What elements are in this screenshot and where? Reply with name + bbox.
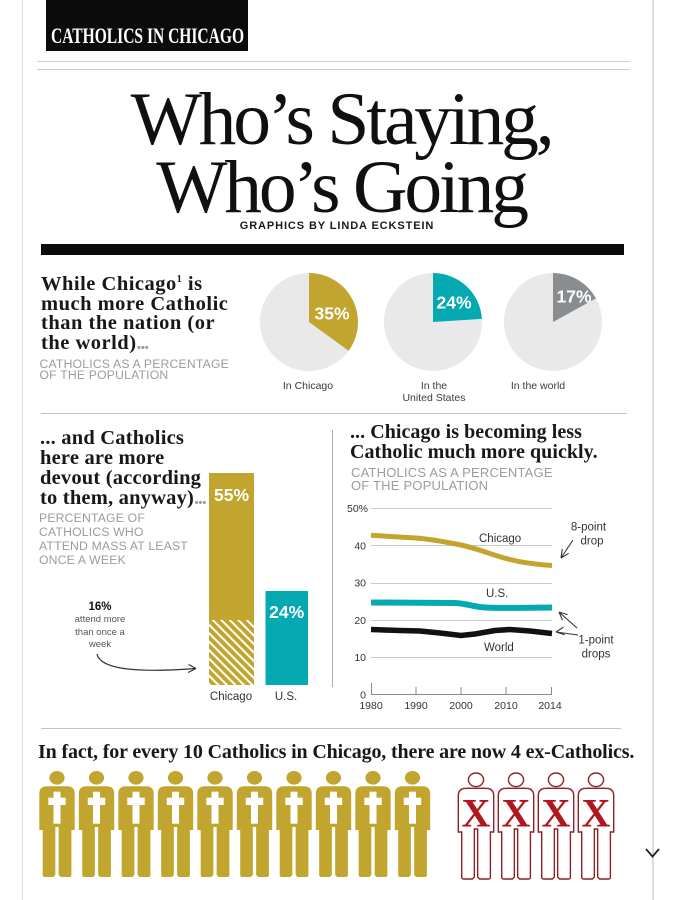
svg-text:17%: 17%	[556, 286, 591, 306]
svg-text:24%: 24%	[269, 602, 304, 622]
svg-text:24%: 24%	[436, 292, 471, 312]
svg-text:drop: drop	[580, 536, 603, 548]
svg-text:1-point: 1-point	[578, 635, 614, 647]
svg-text:1990: 1990	[404, 700, 428, 712]
svg-text:20: 20	[354, 615, 366, 627]
svg-text:40: 40	[354, 540, 366, 552]
svg-text:50%: 50%	[347, 503, 368, 515]
svg-text:Chicago: Chicago	[479, 533, 521, 545]
svg-text:X: X	[502, 791, 531, 836]
svg-text:8-point: 8-point	[571, 522, 607, 534]
svg-text:U.S.: U.S.	[486, 588, 508, 600]
svg-text:2000: 2000	[449, 700, 473, 712]
svg-text:0: 0	[360, 690, 366, 702]
svg-text:30: 30	[354, 578, 366, 590]
svg-text:55%: 55%	[214, 485, 249, 505]
svg-text:2010: 2010	[494, 700, 518, 712]
svg-text:X: X	[542, 791, 571, 836]
svg-text:drops: drops	[582, 649, 611, 661]
svg-text:World: World	[484, 642, 514, 654]
svg-text:X: X	[462, 791, 491, 836]
svg-text:10: 10	[354, 652, 366, 664]
svg-text:1980: 1980	[359, 700, 383, 712]
svg-text:2014: 2014	[538, 700, 562, 712]
svg-text:35%: 35%	[314, 303, 349, 323]
svg-text:X: X	[582, 791, 611, 836]
